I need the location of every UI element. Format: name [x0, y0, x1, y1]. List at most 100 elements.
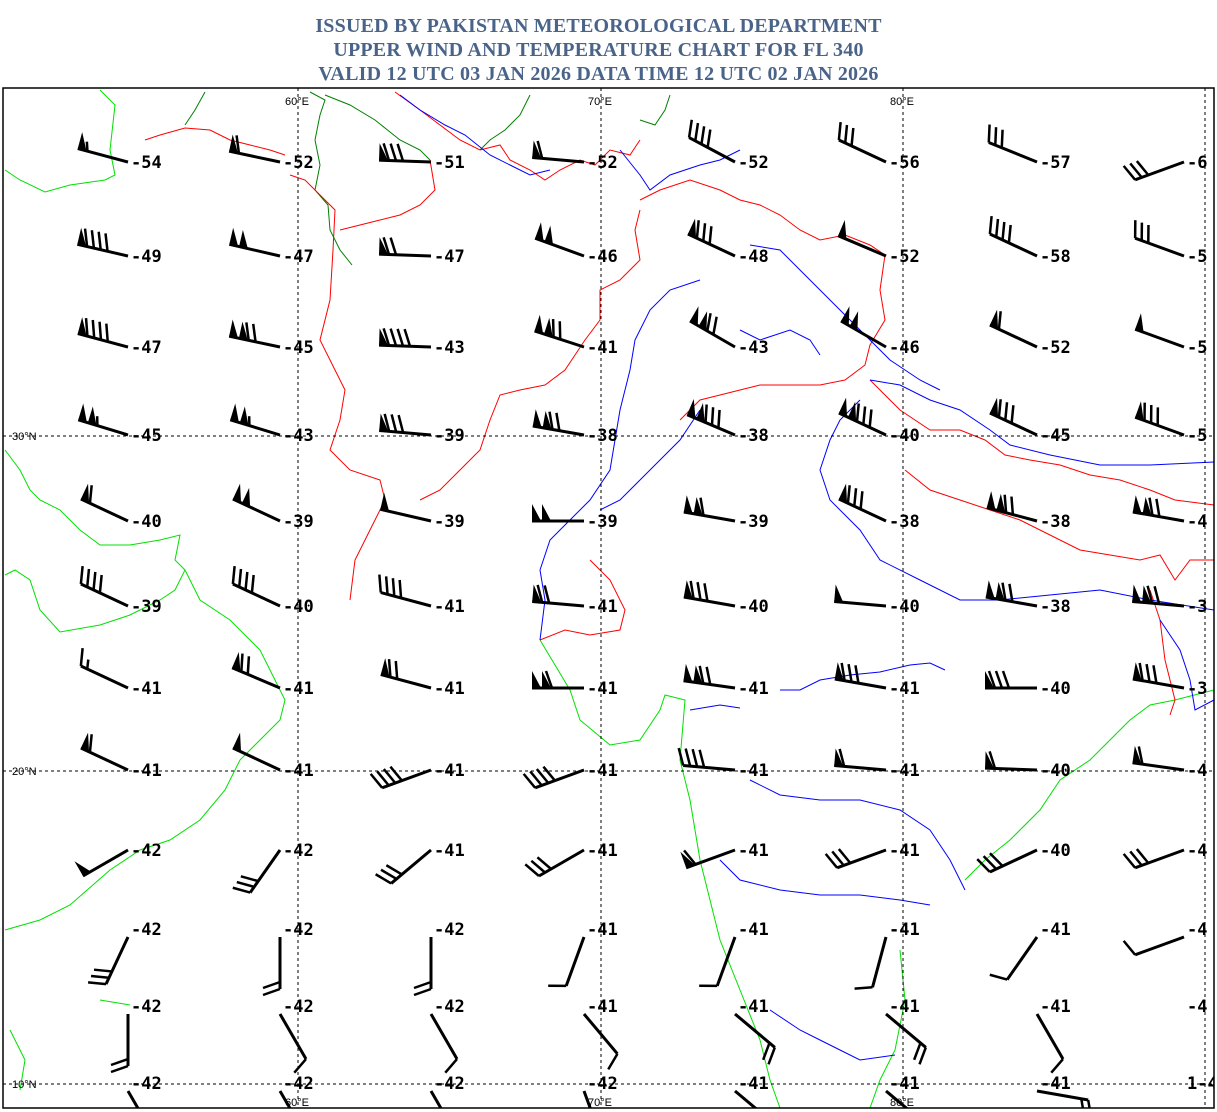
wind-barb-full — [384, 576, 389, 595]
wind-pennant — [834, 662, 844, 681]
wind-barb-full — [703, 583, 709, 602]
temperature-label: -42 — [434, 1074, 465, 1094]
station-plot: -40 — [834, 584, 920, 617]
wind-barb-full — [1007, 224, 1012, 244]
wind-barb-full — [712, 316, 718, 335]
station-plot: -41 — [548, 920, 618, 988]
wind-barb-full — [988, 215, 993, 235]
chart-title-validity: VALID 12 UTC 03 JAN 2026 DATA TIME 12 UT… — [318, 63, 879, 85]
wind-barb-staff — [381, 768, 432, 790]
wind-pennant — [232, 732, 242, 752]
wind-barb-full — [250, 574, 255, 594]
temperature-label: -39 — [434, 426, 465, 446]
wind-pennant — [838, 220, 847, 240]
station-plot: -41 — [582, 997, 619, 1070]
wind-barb-staff — [1134, 848, 1185, 870]
station-plot: -38 — [985, 580, 1071, 617]
station-plot: -41 — [524, 841, 618, 878]
station-plot: -38 — [986, 491, 1071, 532]
station-plot: -48 — [687, 218, 769, 267]
wind-barb-staff — [1035, 1013, 1065, 1060]
wind-barb-full — [403, 328, 412, 347]
wind-barb-full — [530, 859, 546, 874]
temperature-label: -41 — [283, 761, 314, 781]
wind-barb-full — [1003, 494, 1008, 513]
station-plot: -4 — [1187, 997, 1207, 1017]
wind-barb-full — [548, 411, 554, 430]
wind-barb-full — [536, 140, 544, 159]
wind-barb-full — [536, 856, 552, 870]
wind-pennant — [238, 321, 248, 341]
wind-barb-full — [854, 665, 860, 684]
wind-barb-staff — [538, 848, 585, 878]
wind-barb-full — [110, 1064, 129, 1074]
wind-barb-full — [1086, 1099, 1091, 1108]
wind-barb-staff — [77, 332, 129, 349]
temperature-label: -41 — [738, 761, 769, 781]
wind-pennant — [232, 652, 241, 672]
wind-barb-staff — [838, 138, 887, 164]
wind-barb-full — [1001, 221, 1006, 241]
lon-label-80e: 80°E — [890, 96, 914, 108]
temperature-label: -4 — [1187, 997, 1207, 1017]
station-plot: -52 — [989, 309, 1071, 358]
wind-barb-full — [850, 127, 855, 147]
wind-barb-staff — [1134, 160, 1185, 182]
temperature-label: 1-4 — [1187, 1074, 1217, 1094]
wind-barb-staff — [390, 848, 432, 885]
wind-pennant — [80, 483, 90, 503]
station-plot: -42 — [74, 841, 162, 878]
wind-barb-full — [994, 127, 998, 146]
wind-barb-staff — [248, 849, 282, 894]
wind-barb-full — [87, 981, 107, 986]
wind-barb-full — [994, 218, 1000, 238]
station-plot: -52 — [687, 119, 769, 173]
wind-pennant — [542, 504, 551, 521]
station-plot: -46 — [534, 222, 618, 267]
wind-pennant — [542, 410, 552, 430]
wind-barb-staff — [232, 582, 281, 608]
wind-pennant — [1132, 662, 1142, 681]
station-plot: -41 — [532, 670, 618, 699]
wind-pennant — [985, 751, 995, 769]
station-plot: -40 — [985, 670, 1071, 699]
station-plot: -45 — [77, 403, 162, 446]
wind-pennant — [989, 309, 999, 329]
wind-barb-full — [837, 848, 852, 864]
temperature-label: -42 — [131, 841, 162, 861]
wind-barb-staff — [989, 848, 1038, 874]
wind-barb-full — [1080, 1098, 1085, 1108]
wind-barb-full — [912, 1042, 922, 1061]
station-plot: -41 — [734, 1074, 769, 1108]
station-plot: -52 — [228, 134, 314, 173]
wind-barb-full — [1137, 746, 1144, 765]
temperature-label: -3 — [1187, 679, 1207, 699]
wind-barb-full — [522, 773, 537, 789]
station-plot: -41 — [232, 732, 314, 781]
lon-label-70e: 70°E — [588, 96, 612, 108]
station-plot: -42 — [413, 920, 465, 997]
wind-barb-full — [382, 142, 391, 161]
wind-barb-full — [240, 653, 244, 672]
temperature-label: -46 — [587, 247, 618, 267]
wind-barb-staff — [278, 1013, 308, 1060]
wind-barb-staff — [229, 418, 281, 437]
wind-barb-full — [840, 662, 846, 681]
station-plot: -6 — [1122, 153, 1207, 182]
temperature-label: -41 — [738, 997, 769, 1017]
wind-pennant — [687, 218, 697, 238]
station-plot: -40 — [80, 483, 162, 532]
wind-pennant — [989, 397, 999, 417]
wind-barb-full — [767, 1046, 777, 1065]
wind-barb-full — [524, 863, 540, 877]
station-plot: -41 — [1035, 997, 1071, 1074]
temperature-label: -47 — [434, 247, 465, 267]
wind-pennant — [77, 227, 87, 247]
wind-barb-full — [397, 414, 405, 433]
station-plot: -43 — [689, 306, 769, 358]
temperature-label: -52 — [1040, 338, 1071, 358]
station-plot: -52 — [532, 140, 618, 173]
wind-barb-staff — [685, 848, 736, 870]
temperature-label: -40 — [889, 426, 920, 446]
wind-pennant — [834, 748, 844, 767]
